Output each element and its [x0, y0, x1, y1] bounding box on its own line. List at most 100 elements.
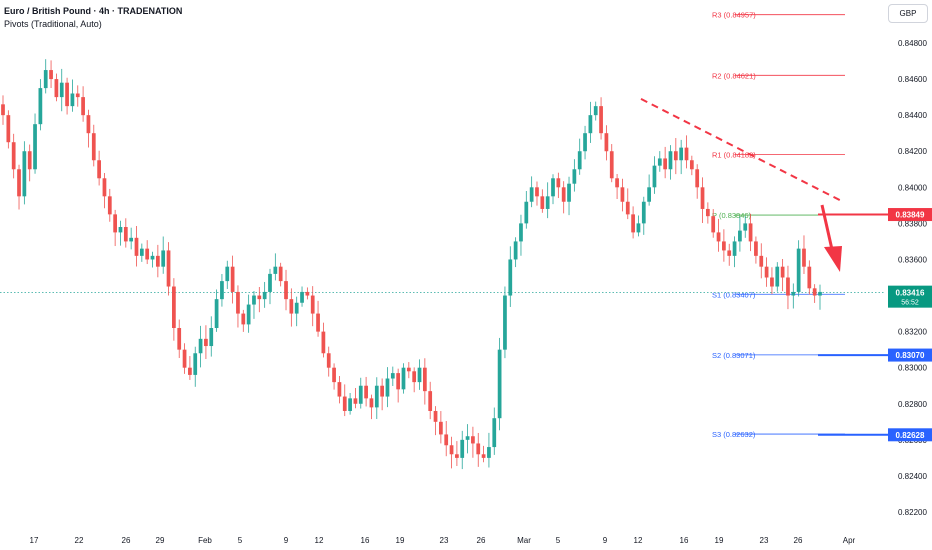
- countdown-label: 56:52: [901, 300, 919, 307]
- candle-body: [305, 291, 310, 296]
- candle-body: [65, 82, 69, 107]
- candle-body: [604, 133, 609, 152]
- candle-body: [422, 367, 427, 392]
- candle-body: [406, 367, 411, 372]
- candle-body: [214, 299, 219, 329]
- candle-body: [705, 208, 710, 217]
- x-tick-label: 5: [556, 536, 561, 545]
- x-tick-label: 26: [477, 536, 486, 545]
- y-tick-label: 0.84600: [898, 75, 927, 84]
- candle-body: [716, 232, 721, 242]
- candle-body: [396, 373, 401, 390]
- pivot-label: S1 (0.83407): [712, 290, 756, 299]
- price-tag-bg: [888, 348, 932, 362]
- pivot-label: S3 (0.82632): [712, 430, 756, 439]
- candle-body: [102, 178, 107, 197]
- candle-body: [673, 151, 678, 161]
- candle-body: [503, 295, 507, 350]
- candle-body: [182, 349, 187, 368]
- candle-body: [230, 266, 235, 292]
- time-axis: 17 22 26 29 Feb 5 9 12 16 19 23 26 Mar 5 9 12 16 19 23 26 Ap…: [30, 536, 856, 545]
- candle-body: [262, 291, 267, 300]
- candle-body: [631, 214, 635, 233]
- candle-body: [145, 248, 150, 260]
- candle-body: [33, 124, 37, 170]
- candle-body: [358, 385, 363, 404]
- candle-body: [348, 398, 352, 411]
- candle-body: [193, 353, 198, 375]
- candle-body: [722, 241, 726, 251]
- pivot-label: R2 (0.84621): [712, 71, 756, 80]
- candle-body: [588, 115, 593, 134]
- candle-body: [188, 367, 192, 375]
- candle-body: [342, 396, 347, 411]
- candle-body: [91, 133, 96, 161]
- candle-body: [54, 79, 59, 98]
- x-tick-label: 16: [680, 536, 689, 545]
- candle-body: [663, 158, 668, 170]
- y-tick-label: 0.82400: [898, 472, 927, 481]
- candle-body: [492, 418, 497, 448]
- y-tick-label: 0.84400: [898, 111, 927, 120]
- candle-body: [172, 286, 176, 329]
- candle-body: [113, 214, 118, 233]
- candle-body: [289, 299, 294, 314]
- candle-body: [252, 295, 256, 305]
- candle-body: [807, 266, 812, 289]
- candle-body: [668, 151, 673, 170]
- candle-body: [513, 241, 518, 260]
- candle-body: [519, 223, 523, 242]
- x-tick-label: 12: [315, 536, 324, 545]
- candle-body: [748, 223, 753, 242]
- candle-body: [791, 291, 796, 296]
- candle-body: [11, 142, 16, 170]
- currency-button[interactable]: GBP: [888, 4, 928, 23]
- trendline: [640, 98, 844, 203]
- candle-body: [711, 216, 716, 233]
- candle-body: [657, 158, 662, 166]
- candle-body: [647, 187, 651, 202]
- x-tick-label: 23: [440, 536, 449, 545]
- candle-body: [412, 371, 417, 383]
- candle-body: [684, 147, 689, 161]
- candle-body: [455, 454, 459, 458]
- indicator-label[interactable]: Pivots (Traditional, Auto): [4, 19, 102, 29]
- candle-body: [257, 295, 262, 300]
- candle-body: [599, 106, 603, 134]
- candle-body: [75, 93, 80, 98]
- candle-body: [609, 151, 614, 179]
- price-tag-label: 0.82628: [896, 431, 925, 440]
- candle-body: [220, 281, 224, 300]
- candle-body: [524, 201, 529, 224]
- candle-body: [278, 266, 283, 282]
- candle-body: [17, 169, 21, 197]
- x-tick-label: 19: [396, 536, 405, 545]
- x-tick-label: Feb: [198, 536, 212, 545]
- chart-title: Euro / British Pound · 4h · TRADENATION: [4, 6, 183, 16]
- x-tick-label: Mar: [517, 536, 531, 545]
- candle-body: [369, 398, 374, 408]
- candle-body: [556, 178, 561, 188]
- candle-body: [337, 382, 342, 397]
- candle-body: [353, 398, 358, 404]
- candle-body: [198, 338, 203, 354]
- candle-body: [417, 367, 422, 383]
- candle-body: [123, 226, 128, 242]
- y-tick-label: 0.82800: [898, 400, 927, 409]
- candle-body: [545, 196, 550, 209]
- candle-body: [802, 248, 806, 267]
- candle-body: [332, 367, 336, 383]
- x-tick-label: Apr: [843, 536, 856, 545]
- candle-body: [268, 273, 272, 292]
- arrow-shaft: [820, 204, 835, 255]
- candle-body: [385, 378, 390, 397]
- x-tick-label: 16: [361, 536, 370, 545]
- candle-body: [161, 250, 166, 267]
- price-tag-label: 0.83849: [896, 211, 925, 220]
- candle-body: [246, 304, 251, 325]
- price-tags: 0.83849 0.83070 0.82628 0.83416 56:52: [818, 208, 932, 442]
- x-tick-label: 5: [238, 536, 243, 545]
- candle-body: [770, 277, 774, 287]
- candle-body: [321, 331, 326, 354]
